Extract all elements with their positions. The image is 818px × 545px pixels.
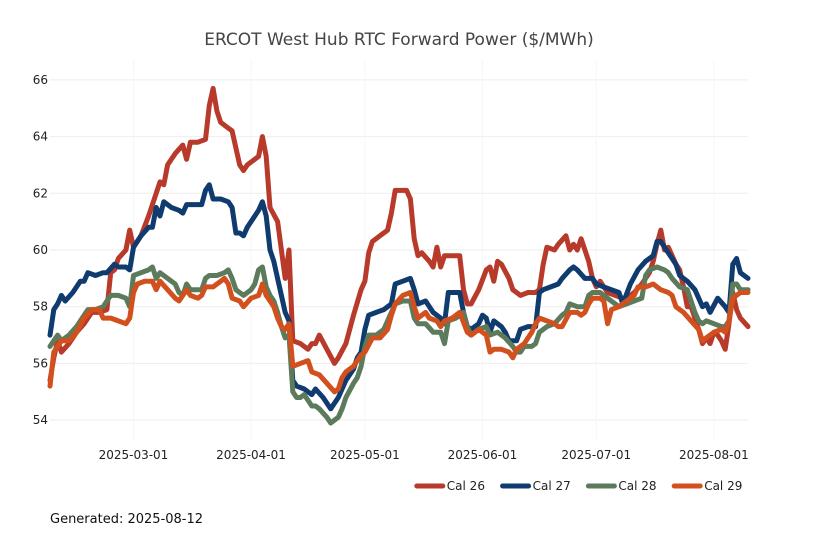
series-line-cal-29 bbox=[47, 275, 751, 395]
generated-note: Generated: 2025-08-12 bbox=[50, 512, 204, 527]
chart-title: ERCOT West Hub RTC Forward Power ($/MWh) bbox=[204, 30, 594, 50]
x-tick-label: 2025-04-01 bbox=[216, 448, 286, 462]
y-tick-label: 62 bbox=[33, 186, 48, 200]
y-axis: 54 56 58 60 62 64 66 bbox=[33, 73, 48, 427]
x-tick-label: 2025-03-01 bbox=[99, 448, 169, 462]
legend-label: Cal 27 bbox=[533, 479, 571, 493]
y-tick-label: 56 bbox=[33, 356, 48, 370]
x-tick-label: 2025-08-01 bbox=[679, 448, 749, 462]
y-tick-label: 64 bbox=[33, 130, 48, 144]
legend-label: Cal 26 bbox=[447, 479, 485, 493]
y-tick-label: 58 bbox=[33, 300, 48, 314]
x-tick-label: 2025-06-01 bbox=[448, 448, 518, 462]
series-line-cal-28 bbox=[47, 264, 751, 426]
legend-label: Cal 28 bbox=[618, 479, 656, 493]
legend: Cal 26 Cal 27 Cal 28 Cal 29 bbox=[414, 479, 742, 493]
series-line-cal-26 bbox=[47, 85, 751, 383]
x-axis: 2025-03-01 2025-04-01 2025-05-01 2025-06-01… bbox=[99, 448, 749, 462]
gridlines bbox=[50, 60, 748, 440]
series-line-cal-27 bbox=[47, 182, 751, 412]
y-tick-label: 66 bbox=[33, 73, 48, 87]
x-tick-label: 2025-05-01 bbox=[330, 448, 400, 462]
series-group bbox=[47, 85, 751, 426]
y-tick-label: 54 bbox=[33, 413, 48, 427]
legend-label: Cal 29 bbox=[704, 479, 742, 493]
y-tick-label: 60 bbox=[33, 243, 48, 257]
x-tick-label: 2025-07-01 bbox=[561, 448, 631, 462]
